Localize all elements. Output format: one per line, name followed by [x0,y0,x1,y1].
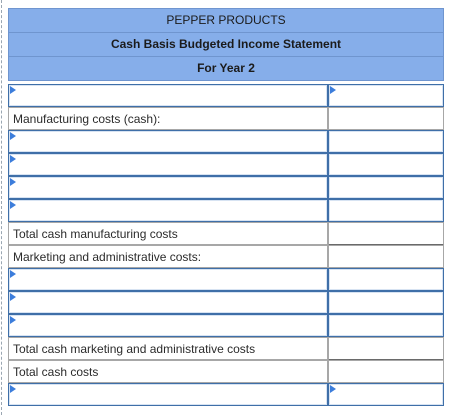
label-cell: Manufacturing costs (cash): [8,107,328,130]
manufacturing-costs-label: Manufacturing costs (cash): [13,112,161,126]
dropdown-arrow-icon [10,86,16,94]
dropdown-arrow-icon [10,201,16,209]
line-item-select[interactable] [8,314,328,337]
label-cell: Total cash manufacturing costs [8,222,328,245]
line-item-select[interactable] [8,153,328,176]
table-row: Total cash manufacturing costs [8,222,444,247]
amount-input[interactable] [328,314,444,337]
marketing-costs-label: Marketing and administrative costs: [13,250,202,264]
page-edge-divider [1,0,2,415]
amount-input[interactable] [328,199,444,222]
table-row [8,176,444,199]
line-item-select[interactable] [8,176,328,199]
line-item-select[interactable] [8,291,328,314]
table-row [8,199,444,222]
table-row [8,314,444,337]
table-row: Marketing and administrative costs: [8,245,444,268]
total-manufacturing-amount[interactable] [328,222,444,247]
dropdown-arrow-icon [10,178,16,186]
total-marketing-amount[interactable] [328,337,444,362]
line-item-select[interactable] [8,199,328,222]
dropdown-arrow-icon [10,316,16,324]
dropdown-arrow-icon [10,270,16,278]
table-row [8,130,444,153]
table-row: Manufacturing costs (cash): [8,107,444,130]
amount-input[interactable] [328,153,444,176]
dropdown-arrow-icon [10,293,16,301]
dropdown-arrow-icon [330,86,336,94]
dropdown-arrow-icon [330,385,336,393]
label-cell: Total cash marketing and administrative … [8,337,328,360]
statement-period: For Year 2 [197,61,255,75]
amount-input[interactable] [328,291,444,314]
blank-cell [328,107,444,130]
table-row [8,84,444,107]
dropdown-arrow-icon [10,385,16,393]
amount-input[interactable] [328,268,444,291]
blank-cell [328,245,444,268]
total-marketing-label: Total cash marketing and administrative … [13,342,256,356]
total-cash-costs-amount[interactable] [328,360,444,383]
budget-worksheet: PEPPER PRODUCTS Cash Basis Budgeted Inco… [8,8,444,406]
table-row: Total cash marketing and administrative … [8,337,444,362]
label-cell: Total cash costs [8,360,328,383]
dropdown-arrow-icon [10,132,16,140]
table-row [8,153,444,176]
total-manufacturing-label: Total cash manufacturing costs [13,227,178,241]
total-cash-costs-label: Total cash costs [13,365,99,379]
line-item-select[interactable] [8,130,328,153]
label-cell: Marketing and administrative costs: [8,245,328,268]
line-item-select[interactable] [8,84,328,107]
company-name: PEPPER PRODUCTS [9,9,443,33]
line-item-select[interactable] [8,268,328,291]
amount-input[interactable] [328,176,444,199]
amount-input[interactable] [328,130,444,153]
amount-input[interactable] [328,383,444,406]
table-row [8,268,444,291]
table-row: Total cash costs [8,360,444,383]
statement-title: Cash Basis Budgeted Income Statement [9,33,443,57]
dropdown-arrow-icon [10,155,16,163]
statement-header: PEPPER PRODUCTS Cash Basis Budgeted Inco… [8,8,444,81]
line-item-select[interactable] [8,383,328,406]
table-row [8,291,444,314]
amount-input[interactable] [328,84,444,107]
table-row [8,383,444,406]
